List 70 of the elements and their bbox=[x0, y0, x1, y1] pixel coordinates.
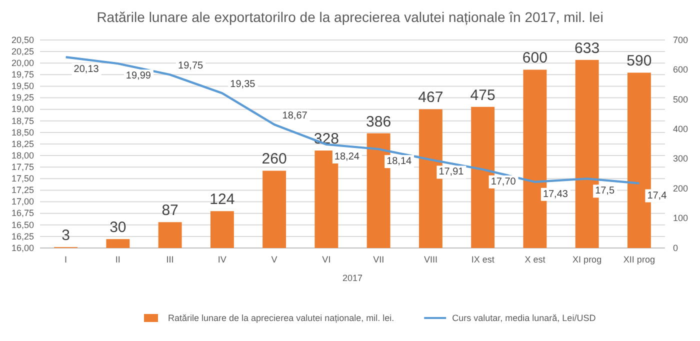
data-label: 19,35 bbox=[230, 79, 256, 90]
bar bbox=[262, 170, 286, 248]
data-label: 19,99 bbox=[126, 70, 152, 82]
data-label: 17,70 bbox=[490, 176, 516, 188]
y-tick-label: 18,75 bbox=[11, 116, 34, 126]
data-label: 19,75 bbox=[178, 60, 204, 72]
data-label: 600 bbox=[522, 50, 548, 67]
data-label: 17,43 bbox=[542, 188, 568, 200]
y2-tick-label: 700 bbox=[673, 34, 688, 45]
y2-tick-label: 600 bbox=[673, 64, 688, 75]
y-tick-label: 16,75 bbox=[11, 208, 34, 218]
y2-tick-label: 500 bbox=[673, 94, 688, 104]
y-tick-label: 19,25 bbox=[11, 92, 34, 103]
data-label: 260 bbox=[262, 150, 287, 168]
x-tick-label: XI prog bbox=[572, 254, 602, 264]
x-tick-label: V bbox=[271, 254, 278, 264]
data-label: 17,91 bbox=[438, 166, 464, 178]
x-tick-label: VI bbox=[322, 254, 331, 264]
y2-tick-label: 200 bbox=[673, 183, 688, 194]
x-tick-label: IV bbox=[218, 254, 226, 264]
y-tick-label: 19,00 bbox=[11, 104, 34, 114]
y-tick-label: 18,00 bbox=[11, 150, 34, 160]
data-label: 30 bbox=[110, 219, 126, 236]
x-tick-label: III bbox=[166, 254, 174, 264]
y-tick-label: 19,50 bbox=[11, 81, 34, 92]
x-tick-label: X est bbox=[524, 254, 546, 264]
data-label: 633 bbox=[574, 40, 600, 57]
y-tick-label: 17,00 bbox=[11, 196, 34, 207]
y-tick-label: 18,25 bbox=[11, 138, 34, 149]
data-label: 17,4 bbox=[647, 190, 668, 202]
data-label: 467 bbox=[418, 89, 444, 106]
bar bbox=[210, 211, 234, 248]
data-label: 87 bbox=[162, 202, 178, 220]
y-tick-label: 20,00 bbox=[11, 58, 34, 68]
bar bbox=[106, 239, 130, 248]
y-tick-label: 17,75 bbox=[11, 162, 34, 172]
y-tick-label: 16,50 bbox=[11, 220, 34, 230]
bar bbox=[158, 222, 182, 248]
y-tick-label: 16,00 bbox=[11, 242, 34, 253]
data-label: 18,67 bbox=[282, 110, 308, 122]
x-tick-label: VII bbox=[373, 254, 384, 264]
x-tick-label: IX est bbox=[471, 254, 495, 264]
data-label: 386 bbox=[366, 113, 392, 130]
data-label: 124 bbox=[210, 191, 235, 208]
y2-tick-label: 100 bbox=[673, 213, 688, 224]
data-label: 475 bbox=[470, 86, 496, 104]
x-tick-label: I bbox=[64, 254, 68, 264]
data-label: 18,24 bbox=[334, 151, 360, 162]
data-label: 17,5 bbox=[595, 186, 615, 197]
y2-tick-label: 400 bbox=[673, 124, 688, 134]
y-tick-label: 17,50 bbox=[11, 174, 34, 184]
legend-label: Ratările lunare de la aprecierea valutei naționale, mil. lei. bbox=[168, 313, 394, 323]
y-tick-label: 18,50 bbox=[11, 127, 34, 138]
x-tick-label: II bbox=[115, 254, 120, 264]
x-tick-label: VIII bbox=[424, 254, 438, 264]
y-tick-label: 20,25 bbox=[11, 46, 34, 56]
data-label: 590 bbox=[626, 52, 652, 70]
chart-title: Ratările lunare ale exportatorilro de la aprecierea valutei naționale în 2017, mil. lei bbox=[96, 9, 604, 25]
y-tick-label: 17,25 bbox=[11, 185, 34, 196]
data-label: 3 bbox=[62, 227, 70, 244]
x-axis-title: 2017 bbox=[342, 273, 363, 283]
y-tick-label: 20,50 bbox=[11, 34, 34, 45]
x-tick-label: XII prog bbox=[623, 254, 655, 264]
y2-tick-label: 300 bbox=[673, 154, 688, 164]
y-tick-label: 16,25 bbox=[11, 231, 34, 242]
legend-label: Curs valutar, media lunară, Lei/USD bbox=[452, 313, 596, 323]
y-tick-label: 19,75 bbox=[11, 70, 34, 80]
data-label: 20,13 bbox=[74, 64, 100, 76]
y2-tick-label: 0 bbox=[673, 242, 678, 253]
data-label: 18,14 bbox=[386, 156, 412, 168]
